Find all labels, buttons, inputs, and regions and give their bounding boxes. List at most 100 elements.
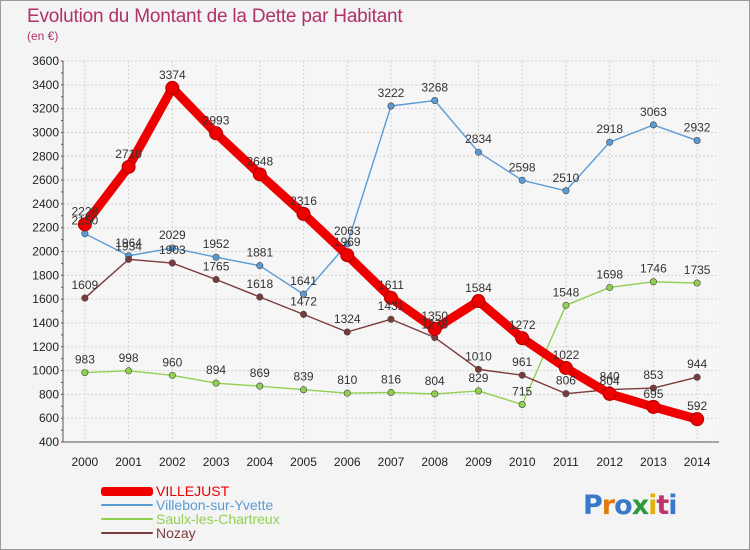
data-label: 2063: [334, 224, 361, 238]
legend-label: Nozay: [156, 525, 196, 541]
data-point: [125, 255, 133, 263]
data-point: [431, 97, 439, 105]
data-label: 2710: [115, 147, 142, 161]
data-label: 840: [600, 370, 620, 384]
data-label: 2510: [553, 171, 580, 185]
data-point: [343, 328, 351, 336]
data-label: 2316: [290, 194, 317, 208]
y-tick-label: 400: [39, 435, 59, 449]
data-label: 894: [206, 363, 226, 377]
data-point: [518, 371, 526, 379]
data-point: [168, 244, 176, 252]
x-tick-label: 2013: [640, 455, 667, 469]
data-point: [474, 148, 482, 156]
data-point: [256, 262, 264, 270]
legend: VILLEJUST Villebon-sur-Yvette Saulx-les-Ch…: [101, 484, 280, 540]
data-labels: 983 998 960 894 869 839 810 816 804 829 715 1548 169…: [72, 68, 711, 413]
data-point: [693, 373, 701, 381]
data-label: 1272: [509, 318, 536, 332]
data-label: 944: [687, 357, 707, 371]
data-label: 2228: [72, 204, 99, 218]
data-point: [212, 253, 220, 261]
data-label: 804: [600, 374, 620, 388]
data-label: 2834: [465, 132, 492, 146]
data-label: 829: [468, 371, 488, 385]
data-label: 1010: [465, 349, 492, 363]
data-point: [77, 217, 92, 232]
data-label: 2918: [596, 122, 623, 136]
data-point: [340, 248, 355, 263]
data-point: [252, 167, 267, 182]
data-point: [384, 290, 398, 305]
data-point: [606, 283, 614, 291]
data-point: [387, 315, 395, 323]
data-label: 2150: [72, 214, 99, 228]
y-tick-label: 2600: [32, 173, 59, 187]
data-label: 3222: [378, 86, 405, 100]
y-tick-label: 1800: [32, 268, 59, 282]
y-tick-label: 600: [39, 411, 59, 425]
data-point: [121, 159, 136, 174]
data-label: 695: [643, 387, 663, 401]
legend-item: Villebon-sur-Yvette: [101, 498, 280, 512]
logo-letter: o: [614, 490, 633, 521]
data-point: [474, 365, 482, 373]
data-point: [168, 259, 176, 267]
logo-letter: P: [583, 490, 603, 521]
data-label: 806: [556, 374, 576, 388]
data-label: 1548: [553, 285, 580, 299]
data-point: [125, 367, 133, 375]
data-point: [649, 121, 657, 129]
data-label: 1746: [640, 262, 667, 276]
data-label: 1324: [334, 312, 361, 326]
legend-label: Villebon-sur-Yvette: [156, 497, 274, 513]
data-label: 998: [119, 351, 139, 365]
data-label: 2598: [509, 160, 536, 174]
data-point: [387, 388, 395, 396]
data-label: 1952: [203, 237, 230, 251]
chart-unit: (en €): [27, 29, 59, 43]
y-tick-label: 3200: [32, 102, 59, 116]
data-point: [471, 294, 486, 309]
legend-label: Saulx-les-Chartreux: [156, 511, 280, 527]
data-point: [431, 390, 439, 398]
axes: 400 600 800 1000 1200 1400 1600 1800 2000 2200 240…: [32, 54, 719, 469]
data-point: [606, 138, 614, 146]
data-label: 1903: [159, 243, 186, 257]
data-point: [209, 126, 224, 141]
y-tick-label: 2000: [32, 245, 59, 259]
x-tick-label: 2011: [553, 455, 579, 469]
proxiti-logo: Proxiti: [583, 490, 678, 521]
legend-swatch: [101, 504, 153, 506]
data-point: [427, 321, 442, 336]
data-point: [649, 384, 657, 392]
data-label: 869: [250, 366, 270, 380]
data-label: 983: [75, 353, 95, 367]
data-label: 960: [162, 355, 182, 369]
y-tick-label: 800: [39, 387, 59, 401]
data-point: [212, 379, 220, 387]
logo-letter: i: [648, 490, 657, 521]
data-label: 2029: [159, 228, 186, 242]
legend-swatch: [101, 518, 153, 520]
x-tick-label: 2014: [684, 455, 711, 469]
y-tick-label: 1400: [32, 316, 59, 330]
data-point: [256, 293, 264, 301]
legend-swatch: [101, 486, 153, 496]
legend-item: Saulx-les-Chartreux: [101, 512, 280, 526]
data-label: 1472: [290, 294, 317, 308]
x-tick-label: 2007: [378, 455, 405, 469]
x-tick-label: 2006: [334, 455, 361, 469]
y-tick-label: 3400: [32, 78, 59, 92]
legend-label: VILLEJUST: [156, 483, 230, 499]
data-point: [693, 137, 701, 145]
data-point: [168, 371, 176, 379]
x-tick-label: 2000: [72, 455, 99, 469]
data-label: 1350: [421, 309, 448, 323]
data-label: 3374: [159, 68, 186, 82]
data-point: [518, 400, 526, 408]
data-point: [300, 290, 308, 298]
data-label: 2993: [203, 113, 230, 127]
